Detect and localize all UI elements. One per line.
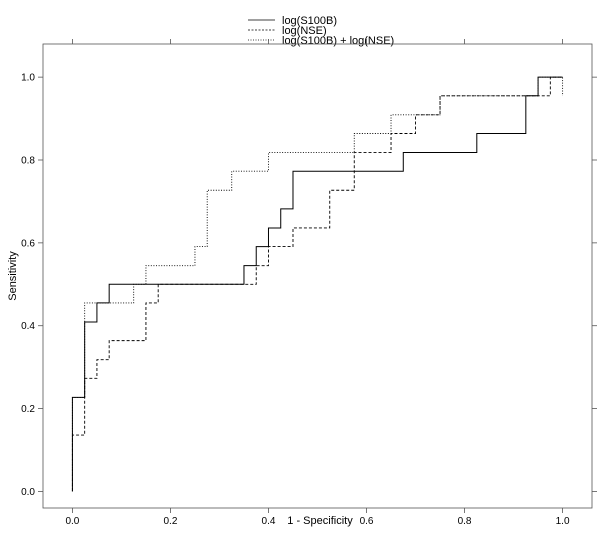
- y-tick-label: 0.2: [21, 404, 35, 415]
- x-tick-label: 0.0: [65, 516, 79, 527]
- x-axis-title: 1 - Specificity: [287, 515, 353, 527]
- legend-label-combined: log(S100B) + log(NSE): [282, 35, 394, 47]
- y-tick-label: 0.0: [21, 487, 35, 498]
- y-axis-title: Sensitivity: [7, 251, 19, 301]
- x-tick-label: 1.0: [556, 516, 570, 527]
- x-axis-ticks: 0.0 0.2 0.4 0.6 0.8 1.0: [65, 39, 570, 527]
- chart-legend: log(S100B) log(NSE) log(S100B) + log(NSE…: [248, 15, 394, 47]
- x-tick-label: 0.6: [360, 516, 374, 527]
- series-line-s100b: [71, 76, 563, 492]
- y-tick-label: 1.0: [21, 73, 35, 84]
- series-line-nse: [71, 76, 563, 492]
- legend-label-s100b: log(S100B): [282, 15, 337, 27]
- y-tick-label: 0.4: [21, 321, 35, 332]
- x-tick-label: 0.2: [163, 516, 177, 527]
- y-tick-label: 0.6: [21, 238, 35, 249]
- legend-label-nse: log(NSE): [282, 25, 327, 37]
- roc-curves: [71, 76, 564, 492]
- plot-frame: [42, 43, 593, 509]
- y-tick-label: 0.8: [21, 156, 35, 167]
- x-tick-label: 0.8: [458, 516, 472, 527]
- series-line-combined: [71, 76, 564, 492]
- x-tick-label: 0.4: [262, 516, 276, 527]
- y-axis-ticks: 0.0 0.2 0.4 0.6 0.8 1.0: [21, 73, 597, 498]
